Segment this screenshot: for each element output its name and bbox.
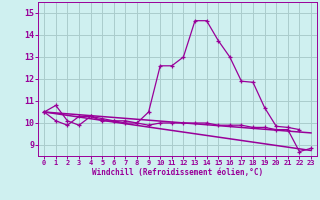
X-axis label: Windchill (Refroidissement éolien,°C): Windchill (Refroidissement éolien,°C) [92, 168, 263, 177]
